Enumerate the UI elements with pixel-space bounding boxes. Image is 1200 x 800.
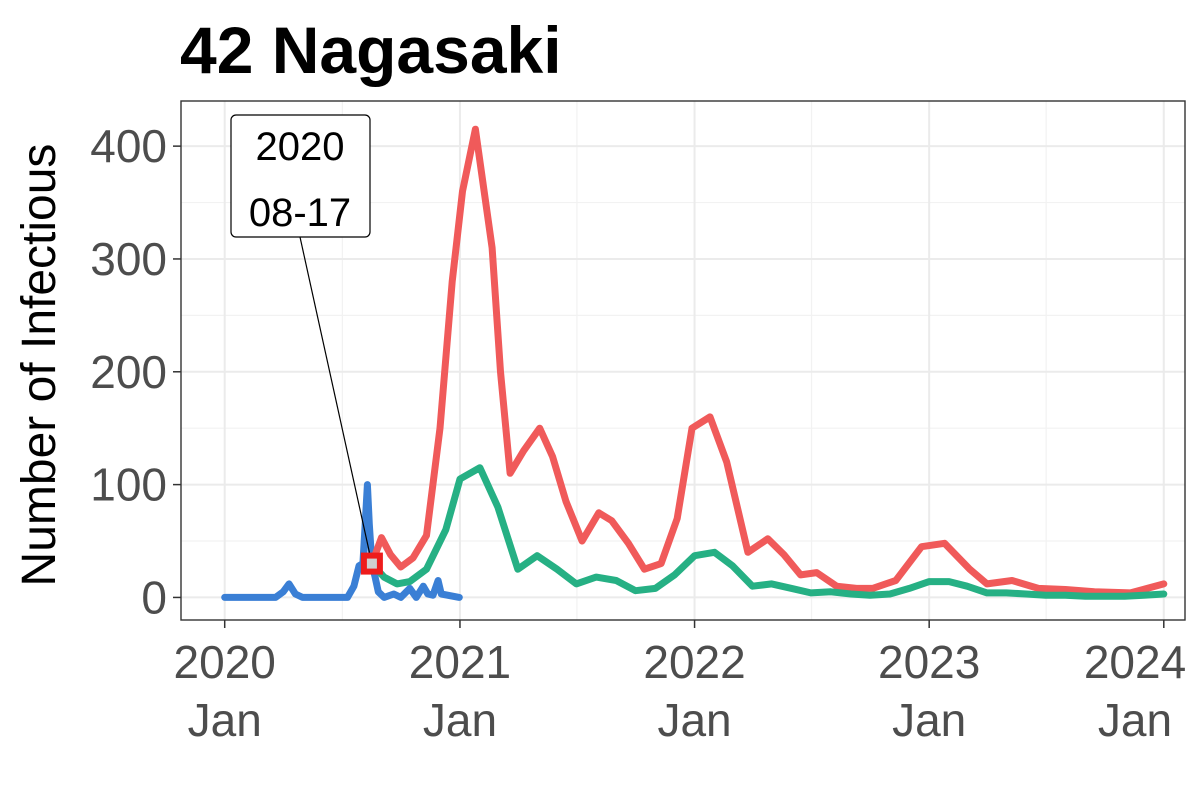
x-tick-label-year: 2020 [174, 636, 276, 688]
annotation: 2020 08-17 [230, 114, 383, 575]
plot-panel [180, 100, 1186, 621]
annotation-line1: 2020 [256, 125, 345, 169]
x-tick-label-month: Jan [657, 694, 731, 746]
x-tick-label-month: Jan [1098, 694, 1172, 746]
annotation-marker-center [366, 558, 377, 569]
grid [181, 101, 1185, 620]
x-tick-label-year: 2023 [878, 636, 980, 688]
chart-title: 42 Nagasaki [180, 13, 562, 87]
x-tick-label-month: Jan [188, 694, 262, 746]
x-axis: 2020 Jan 2021 Jan 2022 Jan 2023 Jan 2024 Jan [174, 620, 1186, 746]
annotation-box [230, 114, 371, 238]
x-tick-label-month: Jan [892, 694, 966, 746]
x-tick-label-year: 2022 [643, 636, 745, 688]
y-tick-label: 200 [90, 346, 167, 398]
series-line-2 [368, 125, 1168, 597]
y-tick-label: 300 [90, 233, 167, 285]
x-tick-label-year: 2021 [409, 636, 511, 688]
series-line-3 [368, 464, 1168, 600]
y-axis: 0 100 200 300 400 [90, 120, 181, 623]
y-tick-label: 100 [90, 459, 167, 511]
annotation-line2: 08-17 [249, 191, 351, 235]
x-tick-label-year: 2024 [1084, 636, 1186, 688]
annotation-leader-line [299, 236, 373, 564]
y-axis-label: Number of Infectious [13, 144, 66, 587]
x-tick-label-month: Jan [423, 694, 497, 746]
y-tick-label: 0 [141, 571, 167, 623]
y-tick-label: 400 [90, 120, 167, 172]
